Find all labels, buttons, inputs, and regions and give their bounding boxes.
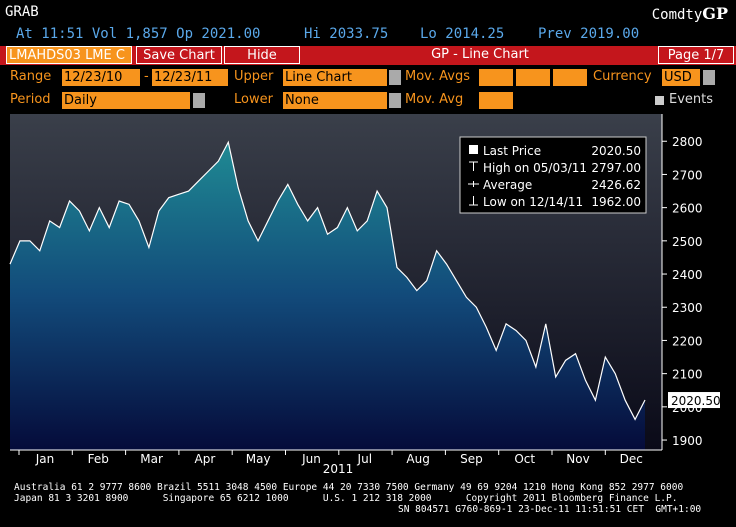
legend-label: High on 05/03/11 [483, 161, 587, 175]
legend-label: Low on 12/14/11 [483, 195, 583, 209]
source: ComdtyGP [652, 4, 728, 23]
x-tick-label: Feb [88, 452, 109, 466]
y-tick-label: 2400 [672, 268, 703, 282]
lower-select[interactable]: None [283, 92, 387, 109]
period-select[interactable]: Daily [62, 92, 190, 109]
chart: Last Price 2020.50 High on 05/03/11 2797.00… [0, 112, 736, 480]
save-button[interactable]: Save Chart [136, 46, 222, 64]
x-tick-label: Sep [460, 452, 483, 466]
y-tick-label: 2300 [672, 301, 703, 315]
y-tick-label: 2600 [672, 202, 703, 216]
legend-label: Average [483, 178, 532, 192]
legend-value: 2020.50 [591, 144, 641, 158]
y-tick-label: 2200 [672, 334, 703, 348]
x-tick-label: Dec [620, 452, 643, 466]
ticker: GRAB [5, 4, 39, 20]
mov-avg-field[interactable] [479, 92, 513, 109]
legend-value: 1962.00 [591, 195, 641, 209]
legend-icon [469, 145, 478, 154]
y-tick-label: 2700 [672, 168, 703, 182]
events-label: Events [669, 92, 713, 107]
mov-avg-field[interactable] [479, 69, 513, 86]
quote: At 11:51 Vol 1,857 Op 2021.00 [16, 26, 260, 42]
page-indicator[interactable]: Page 1/7 [658, 46, 734, 64]
x-tick-label: Jan [35, 452, 55, 466]
x-tick-label: Apr [195, 452, 216, 466]
mov-avgs-label: Mov. Avgs [405, 69, 470, 84]
range-sep: - [144, 69, 149, 84]
x-tick-label: Jul [357, 452, 372, 466]
dropdown-arrow[interactable] [703, 70, 715, 85]
legend-label: Last Price [483, 144, 541, 158]
quote-low: Lo 2014.25 [420, 26, 504, 42]
dropdown-arrow[interactable] [389, 93, 401, 108]
upper-label: Upper [234, 69, 273, 84]
y-tick-label: 2100 [672, 368, 703, 382]
legend-value: 2426.62 [591, 178, 641, 192]
x-tick-label: Nov [566, 452, 589, 466]
footer-contacts: Japan 81 3 3201 8900 Singapore 65 6212 1… [14, 493, 677, 504]
y-tick-label: 2800 [672, 135, 703, 149]
footer-session: SN 804571 G760-869-1 23-Dec-11 11:51:51 … [398, 504, 701, 515]
x-tick-label: Aug [406, 452, 429, 466]
upper-select[interactable]: Line Chart [283, 69, 387, 86]
range-start[interactable]: 12/23/10 [62, 69, 140, 86]
period-label: Period [10, 92, 51, 107]
security[interactable]: LMAHDS03 LME C [6, 46, 132, 64]
currency-label: Currency [593, 69, 652, 84]
dropdown-arrow[interactable] [193, 93, 205, 108]
window-title: GP - Line Chart [302, 46, 658, 64]
quote-prev: Prev 2019.00 [538, 26, 639, 42]
x-tick-label: Jun [301, 452, 321, 466]
y-tick-label: 1900 [672, 434, 703, 448]
quote-high: Hi 2033.75 [304, 26, 388, 42]
x-axis-title: 2011 [323, 462, 354, 476]
x-tick-label: May [246, 452, 271, 466]
legend-value: 2797.00 [591, 161, 641, 175]
last-price-label: 2020.50 [671, 394, 721, 408]
hide-button[interactable]: Hide [224, 46, 300, 64]
range-label: Range [10, 69, 51, 84]
footer-contacts: Australia 61 2 9777 8600 Brazil 5511 304… [14, 482, 683, 493]
y-tick-label: 2500 [672, 235, 703, 249]
events-checkbox[interactable] [655, 96, 664, 105]
x-tick-label: Mar [140, 452, 163, 466]
x-tick-label: Oct [514, 452, 535, 466]
lower-label: Lower [234, 92, 273, 107]
source-type: Comdty [652, 7, 703, 23]
range-end[interactable]: 12/23/11 [152, 69, 228, 86]
source-function: GP [702, 4, 728, 23]
currency-select[interactable]: USD [662, 69, 700, 86]
mov-avg-label: Mov. Avg [405, 92, 463, 107]
mov-avg-field[interactable] [553, 69, 587, 86]
mov-avg-field[interactable] [516, 69, 550, 86]
dropdown-arrow[interactable] [389, 70, 401, 85]
